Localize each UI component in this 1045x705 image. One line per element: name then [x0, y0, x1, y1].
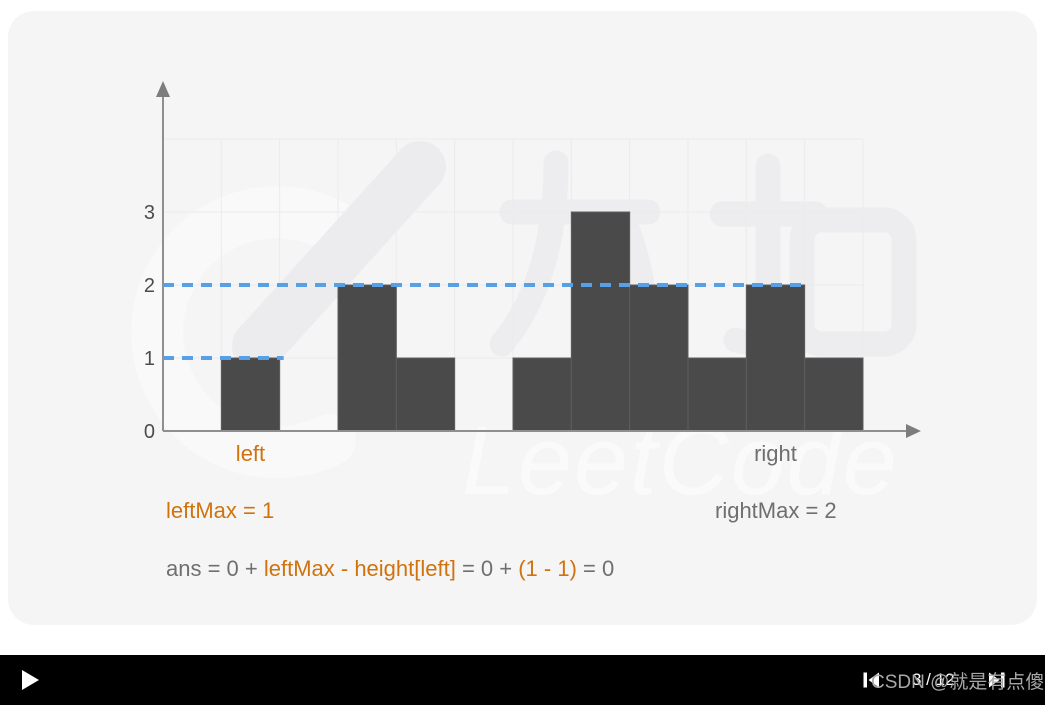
y-tick-label: 2	[144, 275, 155, 297]
height-bar	[629, 284, 689, 432]
leftmax-value-text: leftMax = 1	[166, 498, 275, 523]
logo-cn-characters	[489, 150, 917, 357]
height-bar	[337, 284, 397, 432]
ans-segment-orange: (1 - 1)	[518, 556, 577, 581]
next-page-button[interactable]	[987, 670, 1007, 690]
ans-segment-gray: = 0 +	[455, 556, 519, 581]
y-axis-arrow	[156, 81, 170, 97]
skip-previous-icon	[863, 672, 879, 688]
height-bar	[687, 357, 747, 432]
play-button[interactable]	[22, 670, 39, 690]
height-bar-chart: 0 1 2 3	[144, 81, 921, 443]
rightmax-value-text: rightMax = 2	[715, 498, 837, 523]
leetcode-watermark: LeetCode	[131, 141, 917, 515]
slide-card: LeetCode 0 1 2 3 left right leftMax = 1 rig…	[8, 11, 1037, 625]
y-tick-label: 3	[144, 202, 155, 224]
y-tick-label: 0	[144, 421, 155, 443]
height-bar	[220, 357, 281, 432]
logo-hook-shape	[131, 186, 366, 479]
ans-segment-orange: leftMax - height[left]	[263, 556, 456, 581]
ans-segment-gray: ans = 0 +	[166, 556, 264, 581]
csdn-watermark: CSDN @就是有点傻	[871, 671, 1045, 693]
skip-next-icon	[989, 672, 1005, 688]
ans-segment-gray: = 0	[576, 556, 615, 581]
ans-formula: ans = 0 + leftMax - height[left] = 0 + (…	[166, 556, 614, 582]
right-pointer-label: right	[754, 441, 797, 466]
play-icon	[22, 670, 39, 690]
height-bar	[512, 357, 572, 432]
y-tick-label: 1	[144, 348, 155, 370]
player-bar: 3 / 12 CSDN @就是有点傻	[0, 655, 1045, 705]
page-indicator: 3 / 12	[912, 670, 955, 689]
height-bar	[570, 211, 631, 432]
left-pointer-label: left	[235, 441, 266, 466]
logo-diagonal-shape	[232, 141, 446, 372]
x-axis-arrow	[906, 424, 921, 438]
height-bar	[804, 357, 864, 432]
prev-page-button[interactable]	[861, 670, 881, 690]
height-bar	[745, 284, 806, 432]
height-bar	[395, 357, 456, 432]
